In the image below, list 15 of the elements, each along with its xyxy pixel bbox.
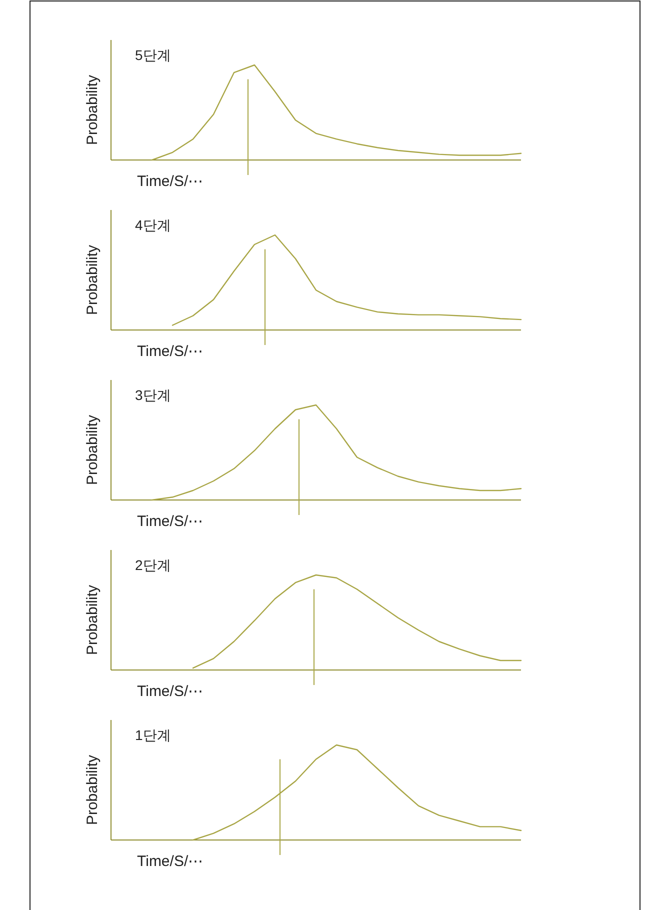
y-axis-title: Probability <box>84 584 101 656</box>
y-axis-title: Probability <box>84 754 101 826</box>
chart-title: 2단계 <box>135 557 171 573</box>
chart-title: 1단계 <box>135 727 171 743</box>
y-axis-title: Probability <box>84 74 101 146</box>
y-axis-title: Probability <box>84 244 101 316</box>
chart-title: 3단계 <box>135 387 171 403</box>
x-axis-title: Time/S/⋯ <box>137 343 204 360</box>
x-axis-title: Time/S/⋯ <box>137 683 204 700</box>
chart-title: 5단계 <box>135 47 171 63</box>
x-axis-title: Time/S/⋯ <box>137 853 204 870</box>
x-axis-title: Time/S/⋯ <box>137 513 204 530</box>
x-axis-title: Time/S/⋯ <box>137 173 204 190</box>
y-axis-title: Probability <box>84 414 101 486</box>
chart-title: 4단계 <box>135 217 171 233</box>
